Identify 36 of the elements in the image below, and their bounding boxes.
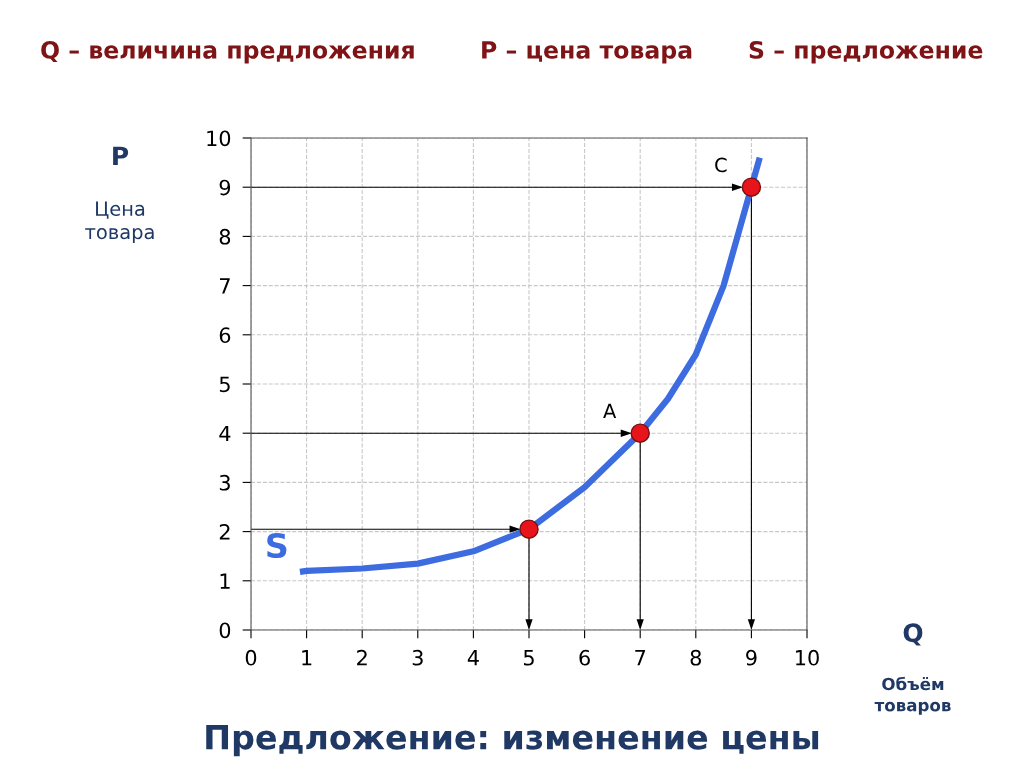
x-tick-label: 2 — [357, 649, 367, 666]
series-label: S — [267, 532, 287, 559]
text: S – предложение — [749, 40, 983, 64]
x-tick-label: 9 — [746, 649, 757, 666]
text: Q – величина предложения — [41, 40, 414, 64]
y-tick-label: 10 — [207, 130, 231, 147]
y-tick-label: 7 — [220, 278, 230, 294]
x-tick-label: 8 — [690, 649, 701, 666]
x-tick-label: 0 — [245, 649, 257, 666]
point — [741, 177, 762, 197]
text: Цена товара — [85, 201, 154, 244]
x-tick-label: 5 — [523, 650, 534, 666]
y-tick-label: 1 — [220, 573, 230, 589]
x-tick-label: 10 — [796, 649, 819, 666]
x-tick-label: 1 — [302, 650, 312, 666]
y-tick-label: 2 — [219, 524, 230, 540]
x-axis-title: Q — [903, 623, 923, 646]
y-tick-label: 3 — [219, 474, 230, 491]
y-tick-label: 4 — [219, 425, 231, 442]
x-tick-label: 6 — [579, 649, 590, 666]
text: Предложение: изменение цены — [206, 724, 819, 757]
x-tick-label: 7 — [635, 650, 646, 666]
y-tick-label: 8 — [219, 228, 231, 245]
annotation: A — [603, 403, 617, 419]
text: P – цена товара — [482, 41, 692, 64]
point — [630, 423, 650, 443]
x-tick-label: 3 — [412, 649, 423, 666]
annotation: C — [715, 157, 727, 173]
text: Объём товаров — [874, 676, 951, 715]
x-tick-label: 4 — [467, 650, 479, 666]
y-tick-label: 6 — [219, 327, 231, 344]
y-tick-label: 9 — [219, 179, 231, 196]
point — [519, 519, 539, 539]
y-tick-label: 0 — [219, 622, 231, 639]
y-axis-title: P — [113, 146, 129, 165]
y-tick-label: 5 — [219, 376, 230, 393]
